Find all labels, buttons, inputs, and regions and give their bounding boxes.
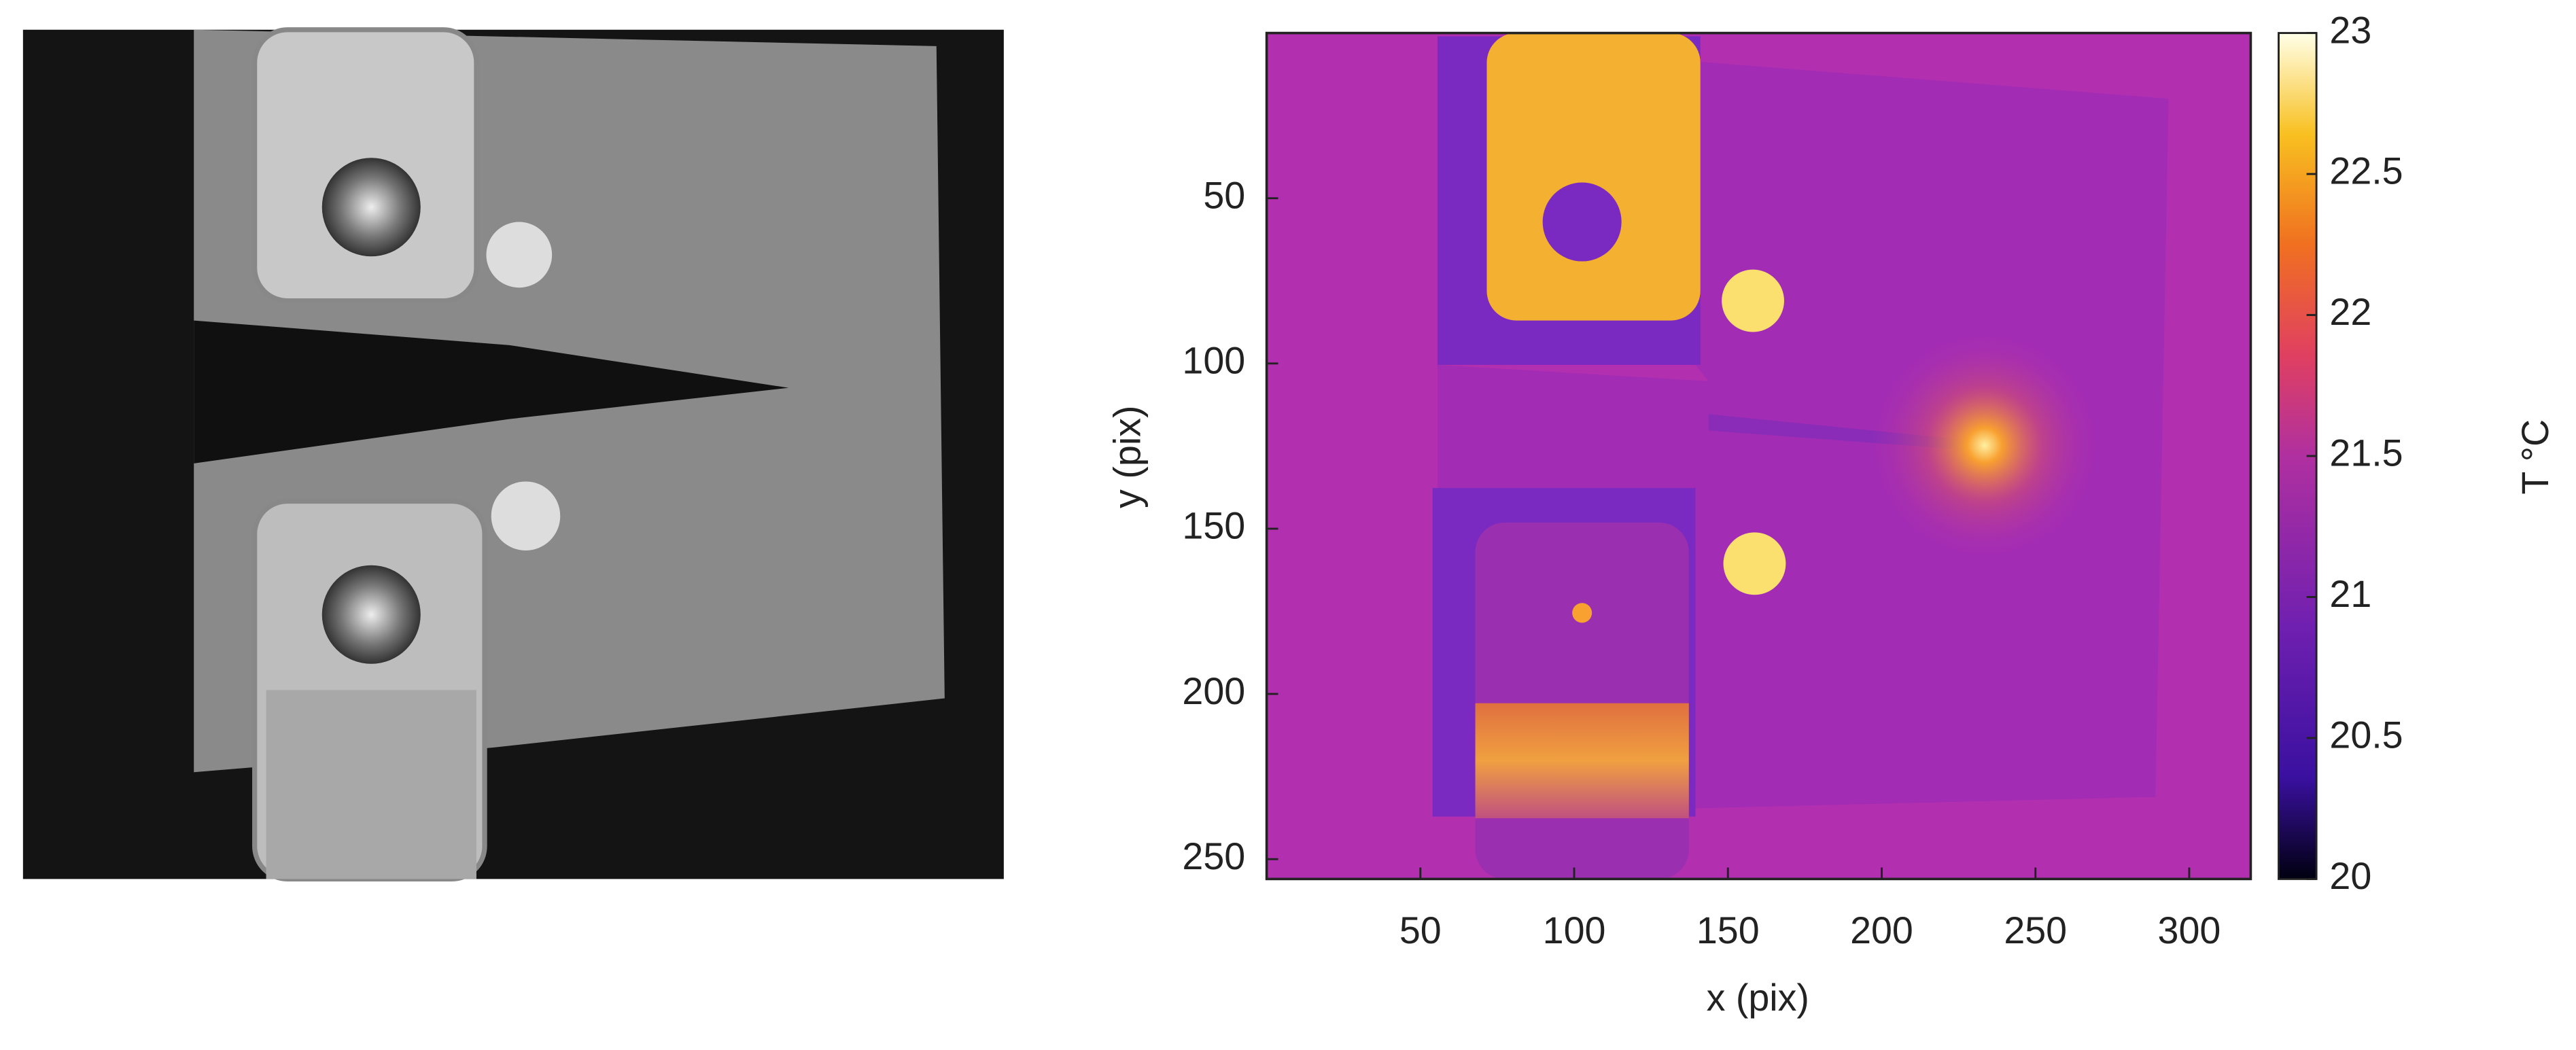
colorbar-tick-label: 23 [2329,9,2371,51]
y-tick-label: 200 [1182,670,1245,712]
thermal-image [1266,33,2251,879]
y-tick-label: 150 [1182,505,1245,547]
x-tick-label: 300 [2158,909,2221,951]
y-tick-label: 100 [1182,340,1245,382]
colorbar-tick-label: 21 [2329,573,2371,615]
colorbar-tick-label: 20 [2329,855,2371,897]
y-axis-label: y (pix) [1107,406,1149,508]
x-tick-label: 50 [1399,909,1442,951]
x-tick-label: 150 [1696,909,1760,951]
colorbar-tick-label: 22.5 [2329,150,2403,192]
colorbar-tick-label: 20.5 [2329,714,2403,756]
specimen-photo [22,27,1004,882]
y-tick-label: 50 [1203,174,1245,216]
colorbar-tick-label: 22 [2329,291,2371,333]
x-tick-label: 100 [1543,909,1606,951]
x-tick-label: 200 [1850,909,1913,951]
colorbar-label: T °C [2514,419,2556,495]
plot-frame [1265,31,2252,881]
y-tick-label: 250 [1182,835,1245,877]
x-axis-label: x (pix) [1707,977,1809,1019]
x-tick-label: 250 [2004,909,2067,951]
colorbar-tick-label: 21.5 [2329,432,2403,474]
